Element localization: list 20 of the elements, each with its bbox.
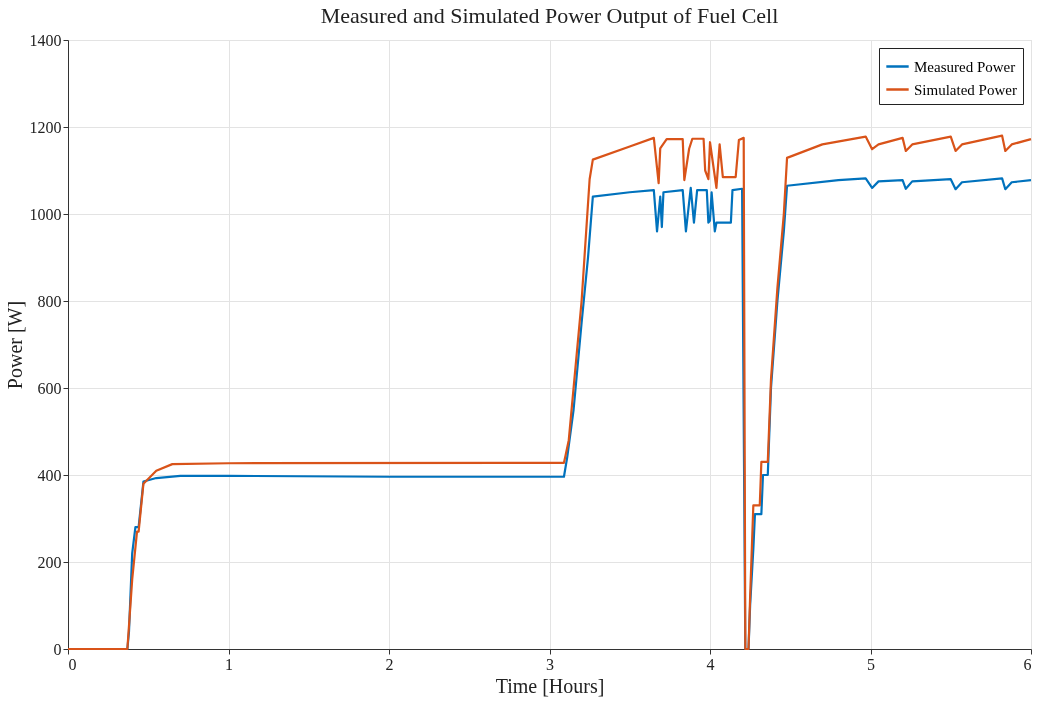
legend-label: Simulated Power (914, 81, 1017, 98)
x-tick-label: 4 (706, 655, 715, 673)
y-tick-label: 1000 (29, 205, 62, 223)
x-tick-label: 2 (385, 655, 394, 673)
x-tick-label: 0 (68, 655, 77, 673)
legend-label: Measured Power (914, 58, 1016, 75)
chart-title: Measured and Simulated Power Output of Fuel Cell (320, 3, 779, 28)
x-tick-label: 1 (225, 655, 233, 673)
x-tick-label: 5 (867, 655, 875, 673)
x-tick-label: 3 (546, 655, 554, 673)
x-axis-title: Time [Hours] (495, 674, 605, 697)
y-tick-label: 1200 (29, 118, 62, 136)
x-tick-label: 6 (1023, 655, 1032, 673)
y-tick-label: 1400 (29, 31, 62, 49)
y-tick-label: 400 (37, 466, 62, 484)
y-axis-title: Power [W] (3, 300, 26, 390)
y-tick-label: 800 (37, 292, 62, 310)
y-tick-label: 200 (37, 553, 62, 571)
y-tick-label: 600 (37, 379, 62, 397)
y-tick-label: 0 (53, 640, 62, 658)
